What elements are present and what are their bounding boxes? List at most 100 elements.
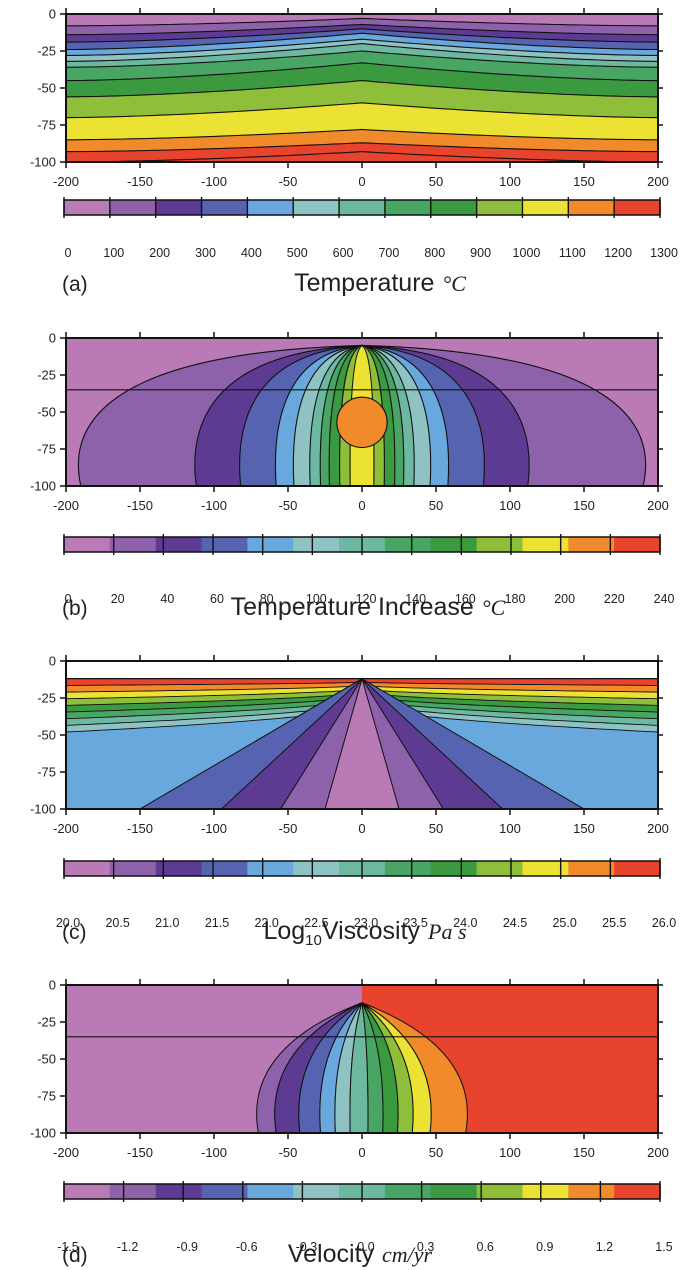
y-tick-label: 0 (49, 7, 56, 22)
panel-letter: (d) (62, 1244, 88, 1267)
x-tick-label: 150 (573, 1145, 595, 1160)
colorbar-tick-label: -1.2 (117, 1240, 139, 1254)
colorbar-swatch (247, 1184, 294, 1199)
colorbar-tick-label: 21.0 (155, 916, 179, 930)
colorbar-tick-label: 100 (103, 246, 124, 260)
temperature-increase-field (66, 338, 658, 486)
colorbar-tick-label: 900 (470, 246, 491, 260)
colorbar-swatch (476, 1184, 524, 1199)
colorbar-swatch (384, 200, 432, 215)
field-region (66, 151, 658, 162)
colorbar-tick-label: 0.0 (357, 1240, 374, 1254)
colorbar-tick-label: 700 (378, 246, 399, 260)
colorbar-swatch (64, 537, 111, 552)
colorbar-tick-label: 25.0 (552, 916, 576, 930)
x-tick-label: -200 (53, 174, 79, 189)
x-tick-label: 0 (358, 174, 365, 189)
colorbar-swatch (614, 200, 661, 215)
colorbar-tick-label: 500 (287, 246, 308, 260)
x-tick-label: 0 (358, 498, 365, 513)
panel-c: -200 -150 -100 -50 0 50 100 150 200 0 -25 -50 -75 -10… (30, 654, 676, 950)
colorbar-swatch (568, 537, 615, 552)
colorbar-swatch (64, 200, 111, 215)
colorbar-tick-label: 26.0 (652, 916, 676, 930)
contour-line (66, 28, 658, 43)
colorbar-swatch (568, 200, 615, 215)
colorbar-tick-label: 24.0 (453, 916, 477, 930)
contour-line (66, 17, 658, 27)
colorbar-swatch (109, 200, 157, 215)
colorbar-swatch (247, 200, 294, 215)
colorbar-tick-label: 180 (505, 592, 526, 606)
colorbar-tick-label: 1.5 (655, 1240, 672, 1254)
viscosity-wedge (324, 676, 400, 809)
axes: -200 -150 -100 -50 0 50 100 150 200 0 -25 -50 -75 -10… (30, 331, 669, 514)
colorbar-swatch (64, 1184, 111, 1199)
y-tick-label: -25 (37, 1015, 56, 1030)
x-tick-label: -200 (53, 821, 79, 836)
x-tick-label: 100 (499, 174, 521, 189)
y-tick-label: -100 (30, 479, 56, 494)
colorbar-tick-label: 220 (604, 592, 625, 606)
x-tick-label: 150 (573, 821, 595, 836)
colorbar-label: Log10Viscosity Pa s (263, 917, 466, 949)
y-tick-label: -100 (30, 1126, 56, 1141)
y-tick-label: -100 (30, 802, 56, 817)
colorbar-tick-label: 1200 (604, 246, 632, 260)
colorbar-swatch (568, 1184, 615, 1199)
colorbar-swatch (247, 861, 294, 876)
colorbar-tick-label: 0.9 (536, 1240, 553, 1254)
colorbar-swatch (155, 200, 203, 215)
panel-b: -200 -150 -100 -50 0 50 100 150 2000-25-50-75-10… (30, 331, 675, 622)
colorbar-tick-label: 60 (210, 592, 224, 606)
x-tick-label: 50 (429, 498, 443, 513)
contour-line (66, 50, 658, 68)
y-tick-label: -50 (37, 405, 56, 420)
colorbar-tick-label: -0.3 (296, 1240, 318, 1254)
x-tick-label: -150 (127, 821, 153, 836)
axes: -200 -150 -100 -50 0 50 100 150 200 0 -25 -50 -75 -10… (30, 654, 669, 837)
panel-letter: (a) (62, 273, 88, 296)
colorbar-swatch (293, 861, 340, 876)
y-tick-label: 0 (49, 331, 56, 346)
colorbar-swatch (522, 537, 569, 552)
colorbar-tick-label: 22.0 (254, 916, 278, 930)
colorbar-swatch (155, 537, 203, 552)
contour-line (66, 80, 658, 98)
colorbar-tick-label: 120 (356, 592, 377, 606)
x-tick-label: 200 (647, 174, 669, 189)
colorbar-tick-label: 1000 (513, 246, 541, 260)
y-tick-label: -75 (37, 118, 56, 133)
x-tick-label: 50 (429, 174, 443, 189)
colorbar-swatch (384, 861, 432, 876)
colorbar-swatch (293, 1184, 340, 1199)
colorbar-tick-label: 40 (160, 592, 174, 606)
colorbar-tick-label: 20.0 (56, 916, 80, 930)
colorbar-tick-label: 200 (554, 592, 575, 606)
colorbar-swatch (430, 1184, 478, 1199)
x-tick-label: -50 (279, 821, 298, 836)
colorbar-swatch (109, 861, 157, 876)
x-tick-label: 150 (573, 174, 595, 189)
contour-line (66, 32, 658, 51)
axes: -200 -150 -100 -50 0 50 100 150 200 0 -25 -50 -75 -10… (30, 7, 669, 190)
colorbar-tick-label: 1100 (559, 246, 586, 260)
panel-a: -200 -150 -100 -50 0 50 100 150 200 0 -25 -50 -75 -10… (30, 7, 678, 298)
colorbar-swatch (201, 1184, 248, 1199)
x-tick-label: -50 (279, 1145, 298, 1160)
colorbar-label: Temperature Increase °C (231, 593, 506, 621)
x-tick-label: 100 (499, 1145, 521, 1160)
colorbar-tick-label: 22.5 (304, 916, 328, 930)
axes: -200 -150 -100 -50 0 50 100 150 200 0 -25 -50 -75 -10… (30, 978, 669, 1161)
colorbar-swatch (247, 537, 294, 552)
x-tick-label: 200 (647, 1145, 669, 1160)
colorbar-tick-label: 0 (65, 246, 72, 260)
colorbar-tick-label: 140 (405, 592, 426, 606)
panel-letter: (c) (62, 921, 87, 944)
x-tick-label: 200 (647, 821, 669, 836)
colorbar-tick-label: 24.5 (503, 916, 527, 930)
colorbar-swatch (522, 861, 569, 876)
colorbar-tick-label: 20.5 (105, 916, 129, 930)
y-tick-label: -75 (37, 765, 56, 780)
